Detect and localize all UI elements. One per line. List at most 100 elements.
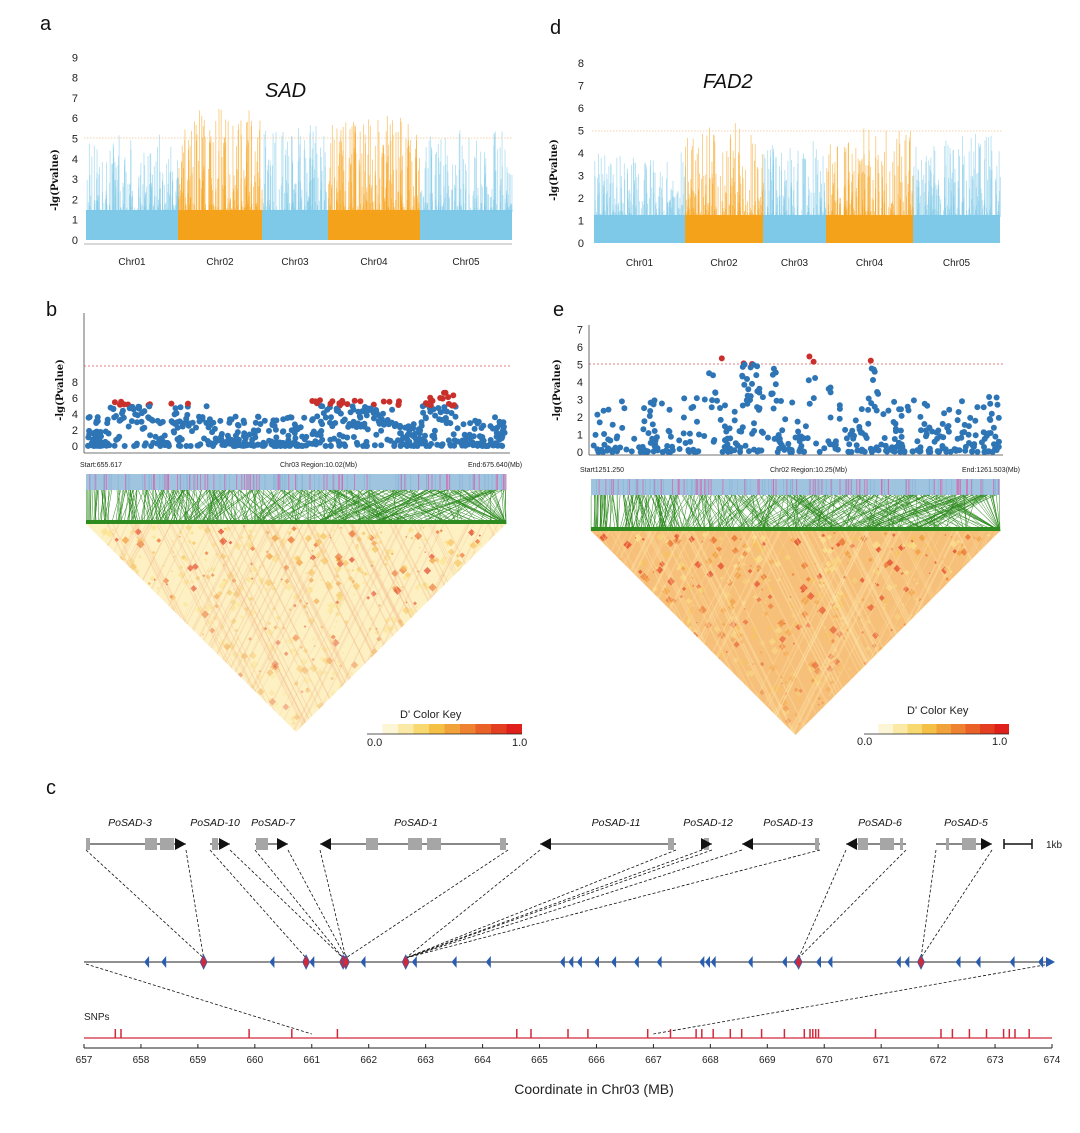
y-tick-label: 5 xyxy=(578,126,584,138)
panel-label-e: e xyxy=(553,299,564,321)
chromosome-labels: Chr01 Chr02 Chr03 Chr04 Chr05 xyxy=(118,257,480,268)
snp-points xyxy=(85,389,508,449)
panel-label-a: a xyxy=(40,13,52,35)
panel-label-d: d xyxy=(550,17,561,39)
color-key xyxy=(367,724,522,735)
y-axis-label: -lg(Pvalue) xyxy=(549,139,560,201)
regional-plot-chr02: -lg(Pvalue) 0 1 2 3 4 5 6 7 Start1251.250 Chr02… xyxy=(552,325,1020,749)
y-tick-label: 0 xyxy=(72,235,78,247)
chromosome-band xyxy=(262,210,328,240)
ld-heatmap xyxy=(591,531,1000,735)
snp-position-bar xyxy=(591,479,1000,495)
y-tick-label: 3 xyxy=(577,395,583,407)
y-tick-label: 5 xyxy=(72,134,78,146)
ld-heatmap xyxy=(86,524,506,732)
y-tick-label: 5 xyxy=(577,360,583,372)
y-tick-label: 7 xyxy=(72,93,78,105)
y-tick-label: 4 xyxy=(72,154,78,166)
ld-connector-lines xyxy=(85,489,507,525)
chromosome-label: Chr01 xyxy=(626,258,654,269)
y-tick-label: 4 xyxy=(578,148,584,160)
gene-label: PoSAD-1 xyxy=(394,817,438,829)
color-key-min: 0.0 xyxy=(367,737,382,749)
y-tick-label: 4 xyxy=(577,377,583,389)
axis-tick-label: 660 xyxy=(246,1055,263,1066)
chromosome-arrow-icon xyxy=(1046,957,1055,967)
axis-tick-label: 672 xyxy=(930,1055,947,1066)
chromosome-band xyxy=(913,215,1000,243)
gene-label: PoSAD-6 xyxy=(858,817,902,829)
chromosome-label: Chr05 xyxy=(452,257,480,268)
axis-tick-label: 670 xyxy=(816,1055,833,1066)
gene-structures xyxy=(86,838,992,850)
y-tick-label: 0 xyxy=(578,238,584,250)
gene-label: PoSAD-11 xyxy=(592,817,641,829)
ld-connector-lines xyxy=(590,494,1001,532)
axis-tick-label: 667 xyxy=(645,1055,662,1066)
y-tick-label: 8 xyxy=(72,73,78,85)
manhattan-title-sad: SAD xyxy=(265,80,306,102)
color-key-title: D' Color Key xyxy=(907,705,969,717)
manhattan-title-fad2: FAD2 xyxy=(703,71,753,93)
gene-connector-lines xyxy=(85,849,1051,1035)
y-tick-label: 6 xyxy=(72,113,78,125)
gene-labels: PoSAD-3 PoSAD-10 PoSAD-7 PoSAD-1 PoSAD-11 PoS… xyxy=(108,817,988,829)
y-ticks: 0 2 4 6 8 xyxy=(72,377,78,453)
y-axis-label: -lg(Pvalue) xyxy=(552,359,563,421)
y-tick-label: 2 xyxy=(72,194,78,206)
snp-marks xyxy=(114,1029,1030,1038)
axis-tick-label: 674 xyxy=(1044,1055,1061,1066)
color-key-max: 1.0 xyxy=(992,736,1007,748)
y-tick-label: 6 xyxy=(578,103,584,115)
regional-plot-chr03: -lg(Pvalue) 0 2 4 6 8 Start:655.617 Chr03 Re… xyxy=(55,313,527,749)
chromosome-band xyxy=(420,210,512,240)
chromosome-bands xyxy=(86,210,512,240)
axis-tick-label: 661 xyxy=(303,1055,320,1066)
gene-label: PoSAD-10 xyxy=(190,817,240,829)
axis-tick-label: 658 xyxy=(133,1055,150,1066)
chromosome-label: Chr05 xyxy=(943,258,971,269)
color-key-title: D' Color Key xyxy=(400,709,462,721)
y-tick-label: 1 xyxy=(577,430,583,442)
color-key-max: 1.0 xyxy=(512,737,527,749)
y-tick-label: 1 xyxy=(72,215,78,227)
color-key-min: 0.0 xyxy=(857,736,872,748)
axis-tick-label: 671 xyxy=(873,1055,890,1066)
y-tick-label: 0 xyxy=(72,441,78,453)
y-tick-label: 8 xyxy=(72,377,78,389)
y-tick-label: 7 xyxy=(577,325,583,337)
snps-label: SNPs xyxy=(84,1012,110,1023)
y-tick-label: 8 xyxy=(578,58,584,70)
y-axis-label: -lg(Pvalue) xyxy=(55,359,66,421)
chromosome-bands xyxy=(594,215,1000,243)
y-tick-label: 1 xyxy=(578,216,584,228)
axis-tick-label: 657 xyxy=(76,1055,93,1066)
y-tick-label: 3 xyxy=(578,171,584,183)
y-tick-label: 2 xyxy=(577,412,583,424)
chromosome-label: Chr03 xyxy=(781,258,809,269)
snp-scatter xyxy=(594,123,1001,217)
snp-position-marks xyxy=(89,474,507,490)
axis-tick-label: 659 xyxy=(190,1055,207,1066)
region-end: End:675.640(Mb) xyxy=(468,462,522,469)
axis-tick-label: 665 xyxy=(531,1055,548,1066)
y-ticks: 0 1 2 3 4 5 6 7 8 9 xyxy=(72,52,78,247)
axis-tick-label: 669 xyxy=(759,1055,776,1066)
panel-label-b: b xyxy=(46,299,57,321)
chromosome-label: Chr02 xyxy=(710,258,738,269)
gene-label: PoSAD-7 xyxy=(251,817,296,829)
gene-label: PoSAD-13 xyxy=(763,817,813,829)
axis-tick-label: 668 xyxy=(702,1055,719,1066)
axis-tick-label: 673 xyxy=(987,1055,1004,1066)
panel-label-c: c xyxy=(46,777,56,799)
gene-label: PoSAD-12 xyxy=(683,817,733,829)
chromosome-band xyxy=(763,215,826,243)
chromosome-label: Chr02 xyxy=(206,257,234,268)
region-info: Chr03 Region:10.02(Mb) xyxy=(280,462,357,469)
axis-tick-label: 664 xyxy=(474,1055,491,1066)
chromosome-band xyxy=(685,215,763,243)
chromosome-band xyxy=(86,210,178,240)
